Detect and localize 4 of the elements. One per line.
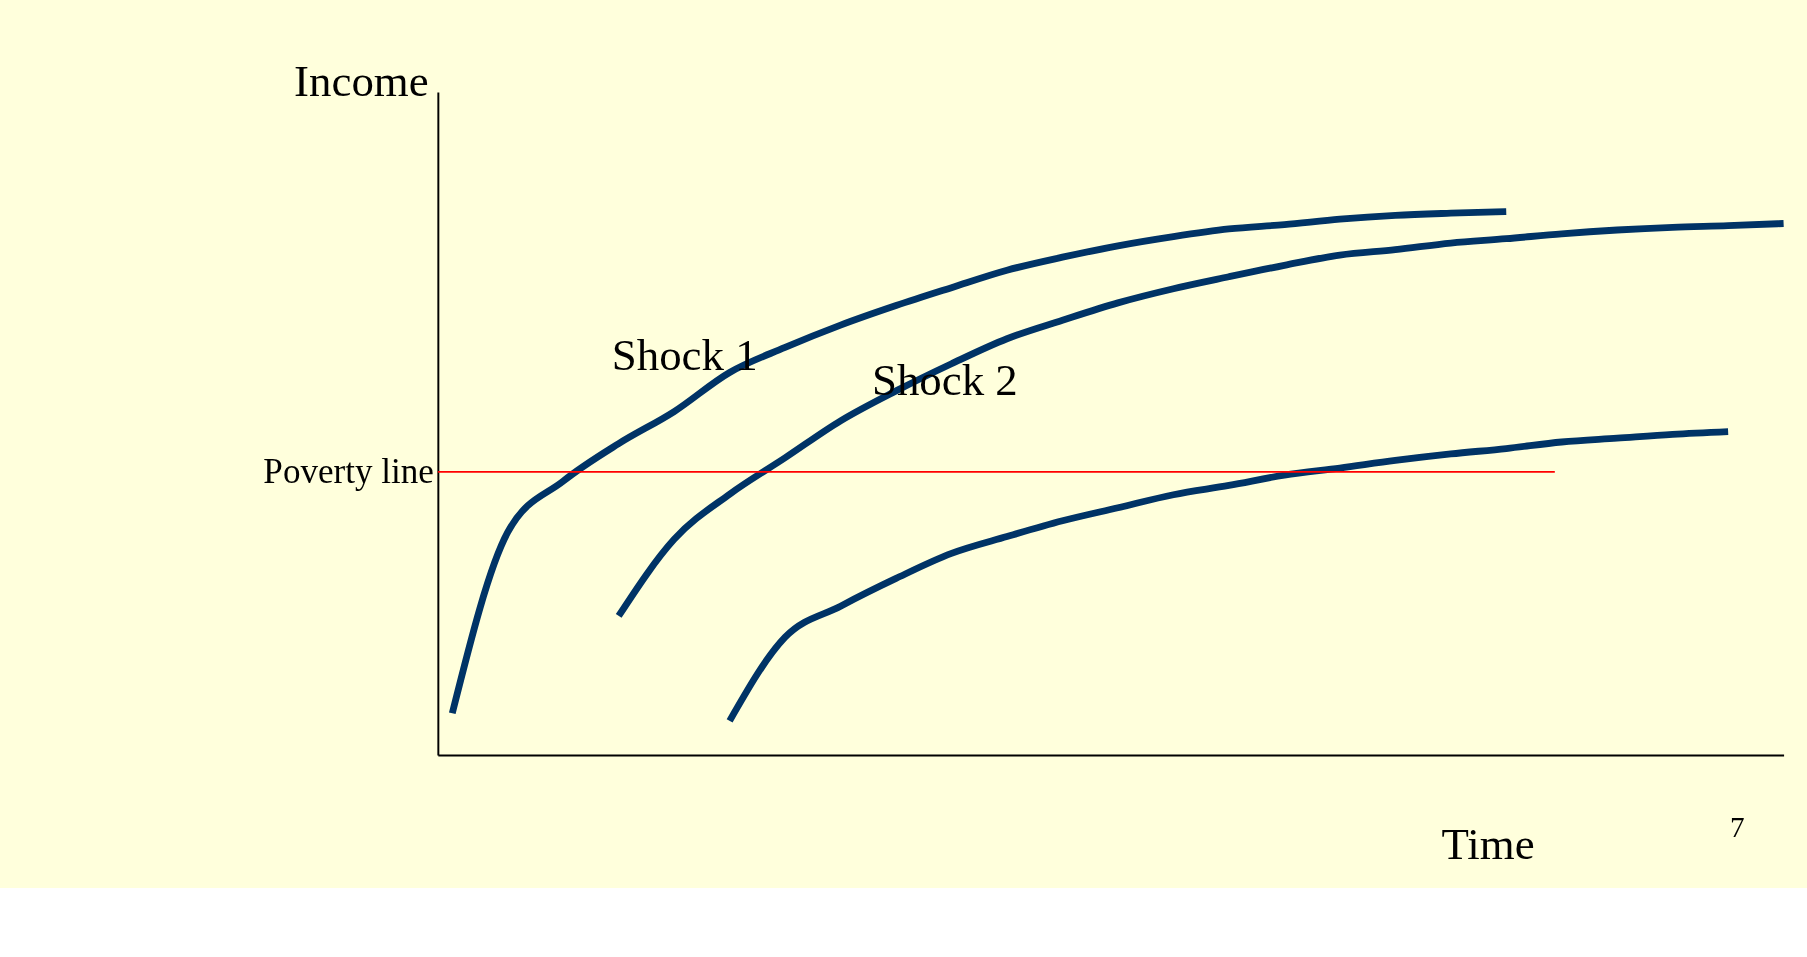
x-axis-title: Time [1441, 818, 1535, 869]
ref-line-label: Poverty line [263, 451, 434, 491]
text: 7 [1729, 811, 1745, 843]
y-axis-title: Income [294, 56, 429, 107]
